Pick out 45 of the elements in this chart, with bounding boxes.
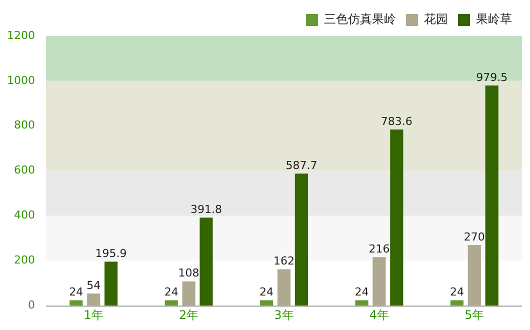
x-tick-label: 1年: [84, 308, 104, 322]
bar: [485, 86, 498, 306]
data-label: 216: [368, 242, 390, 256]
bar: [468, 244, 481, 306]
data-label: 162: [273, 254, 294, 268]
data-label: 24: [164, 286, 178, 299]
bar: [450, 300, 464, 306]
y-tick-label: 600: [14, 164, 35, 177]
data-label: 391.8: [190, 202, 222, 216]
data-label: 979.5: [476, 70, 508, 84]
bar: [390, 130, 404, 306]
legend-label: 三色仿真果岭: [324, 12, 396, 26]
data-label: 108: [178, 266, 200, 280]
data-label: 24: [450, 286, 464, 299]
x-tick-label: 3年: [274, 308, 294, 322]
bar: [182, 281, 196, 306]
y-tick-label: 1200: [6, 28, 35, 42]
legend-label: 花园: [424, 12, 448, 26]
y-tick-label: 200: [14, 254, 35, 267]
data-label: 783.6: [380, 114, 412, 128]
bar: [87, 293, 100, 306]
data-label: 587.7: [286, 158, 318, 172]
y-tick-label: 800: [14, 118, 35, 132]
bar: [277, 269, 291, 306]
data-label: 195.9: [95, 246, 127, 260]
y-tick-label: 1000: [6, 74, 35, 87]
data-label: 24: [69, 286, 84, 299]
bar: [372, 257, 386, 306]
legend-label: 果岭草: [476, 12, 512, 26]
x-tick-label: 4年: [369, 308, 390, 322]
bar: [355, 300, 368, 306]
bar: [70, 300, 83, 306]
bar: [104, 262, 118, 306]
y-tick-label: 400: [14, 208, 35, 222]
x-tick-label: 2年: [178, 308, 199, 322]
data-label: 54: [86, 278, 101, 292]
y-tick-label: 0: [28, 298, 35, 312]
bar: [294, 174, 308, 306]
data-label: 24: [354, 286, 369, 299]
bar: [164, 300, 178, 306]
bar: [200, 218, 213, 306]
x-tick-label: 5年: [464, 308, 484, 322]
data-label: 270: [464, 230, 485, 244]
bar: [260, 300, 274, 306]
data-label: 24: [260, 286, 274, 299]
